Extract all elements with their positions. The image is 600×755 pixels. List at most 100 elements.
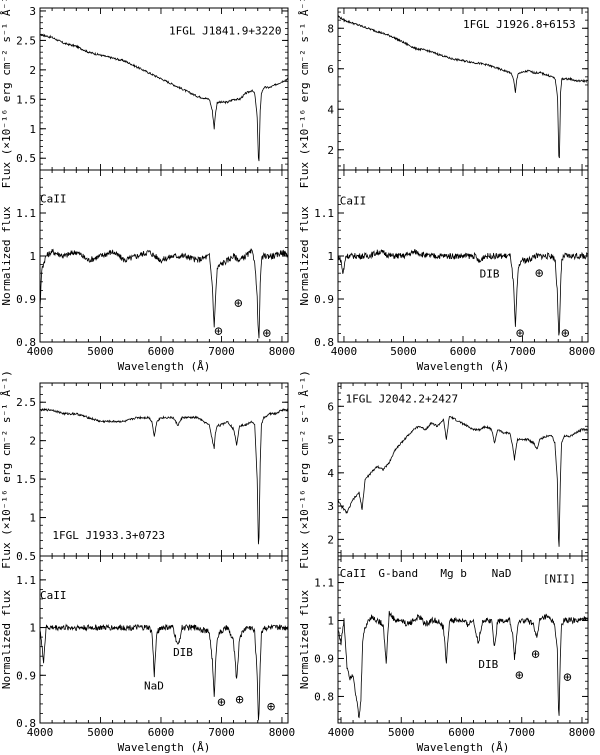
y-tick-label: 0.8: [16, 336, 36, 349]
y-tick-label: 6: [327, 400, 334, 413]
x-tick-label: 7000: [208, 345, 235, 358]
y-tick-label: 0.9: [16, 669, 36, 682]
telluric-marker: ⊕: [217, 694, 226, 710]
plot-frame: [39, 169, 289, 343]
line-label: CaII: [340, 194, 367, 207]
x-tick-label: 6000: [448, 726, 475, 739]
chart-panel-1: 0.8 0.9 1 1.1 4000 5000 6000 7000 8000 CaII ⊕ ⊕ ⊕ Nor…: [0, 169, 296, 373]
y-tick-label: 1.1: [314, 207, 334, 220]
telluric-marker: ⊕: [267, 699, 276, 715]
x-tick-label: 8000: [269, 726, 296, 739]
x-axis-label: Wavelength (Å): [118, 360, 211, 373]
y-tick-label: 1: [327, 615, 334, 628]
telluric-marker: ⊕: [535, 266, 544, 282]
chart-panel-2: 2 4 6 8 1FGL J1926.8+6153 Flux (×10⁻¹⁶ erg cm…: [298, 0, 589, 188]
x-tick-label: 5000: [87, 726, 114, 739]
y-tick-label: 5: [327, 434, 334, 447]
y-tick-label: 0.5: [16, 550, 36, 563]
chart-panel-4: 0.5 1 1.5 2 2.5 1FGL J1933.3+0723 Flux (×10⁻¹⁶…: [0, 370, 289, 569]
y-tick-label: 0.8: [314, 336, 334, 349]
spectrum-line: [338, 610, 588, 719]
x-tick-label: 5000: [390, 345, 417, 358]
line-label: DIB: [478, 658, 498, 671]
y-tick-label: 0.8: [314, 690, 334, 703]
telluric-marker: ⊕: [531, 646, 540, 662]
line-label: CaII: [40, 192, 67, 205]
spectrum-line: [40, 33, 288, 162]
x-tick-label: 5000: [388, 726, 415, 739]
panel-title: 1FGL J1933.3+0723: [52, 529, 165, 542]
y-tick-label: 6: [327, 63, 334, 76]
plot-frame: [337, 555, 589, 724]
line-label: CaII: [40, 589, 67, 602]
y-tick-label: 2.5: [16, 396, 36, 409]
y-tick-label: 0.9: [314, 293, 334, 306]
telluric-marker: ⊕: [214, 324, 223, 340]
x-axis-label: Wavelength (Å): [417, 741, 510, 754]
x-tick-label: 6000: [148, 345, 175, 358]
line-label: NaD: [492, 567, 512, 580]
y-tick-label: 1.1: [16, 207, 36, 220]
plot-frame: [337, 7, 589, 171]
y-tick-label: 4: [327, 103, 334, 116]
y-tick-label: 1: [29, 622, 36, 635]
y-tick-label: 8: [327, 22, 334, 35]
panel-title: 1FGL J1926.8+6153: [463, 18, 576, 31]
y-axis-label: Flux (×10⁻¹⁶ erg cm⁻² s⁻¹ Å⁻¹): [0, 0, 13, 188]
line-label: [NII]: [543, 573, 576, 586]
y-axis-label: Flux (×10⁻¹⁶ erg cm⁻² s⁻¹ Å⁻¹): [298, 0, 311, 188]
y-tick-label: 3: [29, 5, 36, 18]
telluric-marker: ⊕: [515, 667, 524, 683]
telluric-marker: ⊕: [234, 296, 243, 312]
x-tick-label: 4000: [328, 726, 355, 739]
y-axis-label: Flux (×10⁻¹⁶ erg cm⁻² s⁻¹ Å⁻¹): [0, 370, 13, 569]
x-tick-label: 4000: [27, 726, 54, 739]
x-tick-label: 8000: [569, 726, 596, 739]
y-tick-label: 4: [327, 467, 334, 480]
line-label: Mg b: [440, 567, 467, 580]
x-tick-label: 5000: [87, 345, 114, 358]
y-axis-label: Flux (×10⁻¹⁶ erg cm⁻² s⁻¹ Å⁻¹): [298, 370, 311, 569]
telluric-marker: ⊕: [563, 669, 572, 685]
panel-title: 1FGL J1841.9+3220: [169, 25, 282, 38]
line-label: DIB: [480, 268, 500, 281]
chart-panel-6: 2 3 4 5 6 1FGL J2042.2+2427 Flux (×10⁻¹⁶ erg c…: [298, 370, 589, 569]
chart-panel-5: 0.8 0.9 1 1.1 4000 5000 6000 7000 8000 CaII DIB NaD…: [0, 555, 296, 754]
y-tick-label: 1: [327, 250, 334, 263]
y-tick-label: 2: [29, 64, 36, 77]
x-tick-label: 6000: [148, 726, 175, 739]
spectrum-line: [40, 407, 288, 545]
x-tick-label: 8000: [269, 345, 296, 358]
y-tick-label: 3: [327, 500, 334, 513]
telluric-marker: ⊕: [263, 326, 272, 342]
x-tick-label: 4000: [27, 345, 54, 358]
spectrum-line: [40, 623, 288, 721]
spectrum-line: [338, 248, 588, 336]
panel-title: 1FGL J2042.2+2427: [346, 393, 459, 406]
y-tick-label: 1.1: [314, 577, 334, 590]
y-tick-label: 1.5: [16, 473, 36, 486]
y-tick-label: 2: [327, 533, 334, 546]
line-label: NaD: [144, 680, 164, 693]
y-tick-label: 2: [327, 144, 334, 157]
plot-frame: [39, 555, 289, 724]
y-tick-label: 1: [29, 123, 36, 136]
x-axis-label: Wavelength (Å): [417, 360, 510, 373]
chart-panel-0: 0.5 1 1.5 2 2.5 3 1FGL J1841.9+3220 Flux (×10⁻¹…: [0, 0, 289, 188]
chart-panel-7: 0.8 0.9 1 1.1 4000 5000 6000 7000 8000 CaII G-band…: [298, 555, 596, 754]
y-tick-label: 0.5: [16, 152, 36, 165]
spectrum-line: [338, 415, 588, 547]
x-tick-label: 7000: [508, 726, 535, 739]
x-tick-label: 7000: [509, 345, 536, 358]
telluric-marker: ⊕: [235, 692, 244, 708]
line-label: G-band: [378, 567, 418, 580]
line-label: CaII: [340, 567, 367, 580]
x-tick-label: 6000: [450, 345, 477, 358]
plot-frame: [337, 382, 589, 557]
x-axis-label: Wavelength (Å): [118, 741, 211, 754]
y-tick-label: 2: [29, 435, 36, 448]
y-axis-label: Normalized flux: [298, 589, 311, 689]
x-tick-label: 7000: [208, 726, 235, 739]
telluric-marker: ⊕: [561, 326, 570, 342]
y-axis-label: Normalized flux: [0, 589, 13, 689]
